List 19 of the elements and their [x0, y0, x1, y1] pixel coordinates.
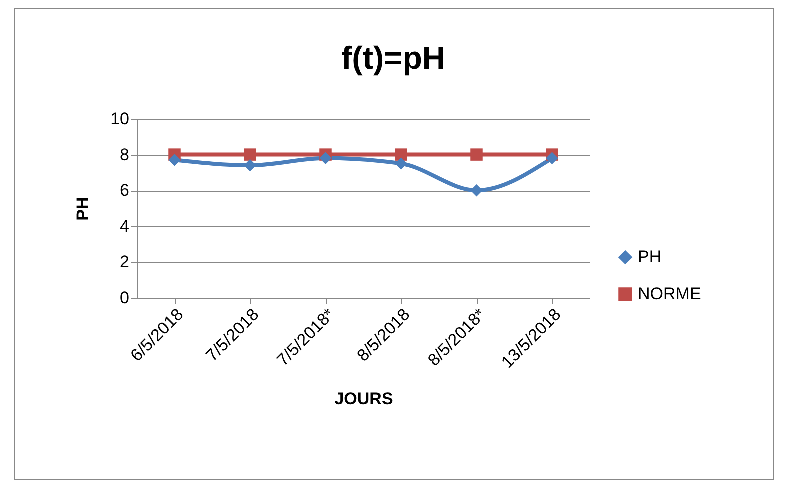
y-tick-label: 0: [120, 288, 130, 308]
point: [470, 148, 483, 161]
y-tick-label: 10: [110, 110, 130, 128]
point: [470, 184, 483, 197]
y-axis-title: PH: [74, 197, 93, 221]
y-tick-label: 8: [120, 145, 130, 164]
point: [395, 158, 408, 170]
point: [546, 152, 558, 165]
point: [395, 148, 408, 161]
legend-label: NORME: [638, 284, 702, 304]
point: [320, 152, 332, 165]
point: [168, 154, 181, 166]
legend-label: PH: [638, 248, 662, 266]
chart-title: f(t)=pH: [342, 40, 446, 76]
x-axis-title: JOURS: [334, 389, 394, 408]
point: [244, 148, 256, 161]
y-tick-label: 2: [120, 252, 130, 272]
y-tick-label: 6: [120, 181, 130, 200]
y-tick-label: 4: [120, 216, 130, 236]
